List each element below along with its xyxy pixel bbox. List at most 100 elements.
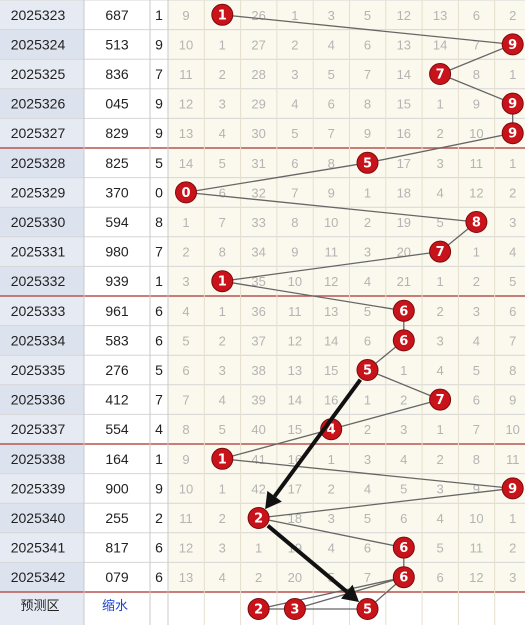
trend-segment — [222, 250, 441, 282]
miss-value: 12 — [179, 541, 193, 556]
miss-value: 14 — [397, 67, 411, 82]
miss-value: 1 — [509, 156, 516, 171]
miss-value: 1 — [219, 37, 226, 52]
hit-ball-label: 4 — [327, 423, 336, 438]
miss-value: 4 — [364, 481, 371, 496]
miss-value: 26 — [251, 8, 265, 23]
arrow-to-prediction-head — [341, 584, 360, 602]
hit-ball-label: 5 — [363, 364, 372, 379]
predicted-ball-label: 5 — [363, 603, 372, 618]
miss-value: 31 — [251, 156, 265, 171]
miss-value: 4 — [182, 304, 189, 319]
predicted-link — [258, 576, 404, 610]
issue-number: 2025333 — [11, 303, 66, 319]
tail-digit: 1 — [155, 7, 163, 23]
miss-value: 4 — [436, 185, 443, 200]
miss-value: 12 — [288, 333, 302, 348]
draw-number: 825 — [105, 155, 129, 171]
trend-segment — [367, 369, 441, 401]
tail-cell-bg — [150, 0, 168, 30]
miss-value: 1 — [400, 363, 407, 378]
miss-value: 5 — [291, 126, 298, 141]
miss-value: 2 — [509, 8, 516, 23]
miss-value: 2 — [473, 274, 480, 289]
tail-digit: 9 — [155, 480, 163, 496]
miss-value: 6 — [436, 570, 443, 585]
draw-number: 836 — [105, 66, 129, 82]
miss-value: 7 — [219, 215, 226, 230]
issue-cell-bg — [0, 59, 84, 89]
miss-value: 29 — [251, 97, 265, 112]
tail-cell-bg — [150, 325, 168, 356]
tail-cell-bg — [150, 29, 168, 60]
miss-value: 8 — [473, 67, 480, 82]
miss-value: 1 — [509, 67, 516, 82]
hit-ball — [501, 477, 524, 500]
hit-ball-label: 9 — [508, 127, 517, 142]
miss-value: 13 — [324, 304, 338, 319]
miss-value: 2 — [400, 393, 407, 408]
miss-value: 2 — [182, 245, 189, 260]
miss-value: 2 — [255, 570, 262, 585]
miss-value: 10 — [179, 481, 193, 496]
miss-value: 5 — [182, 333, 189, 348]
tail-cell-bg — [150, 503, 168, 533]
draw-number: 594 — [105, 214, 129, 230]
trend-segment — [439, 43, 513, 75]
predicted-balls: 2 3 5 — [247, 598, 379, 620]
issue-column: 2025323 2025324 2025325 2025326 2025327 20253… — [11, 7, 66, 585]
issue-cell-bg — [0, 29, 84, 60]
miss-value: 6 — [291, 156, 298, 171]
issue-cell-bg — [0, 266, 84, 296]
miss-value: 12 — [324, 274, 338, 289]
miss-value: 13 — [433, 8, 447, 23]
miss-value: 12 — [179, 97, 193, 112]
miss-value: 6 — [473, 8, 480, 23]
miss-value: 4 — [219, 126, 226, 141]
miss-value: 12 — [397, 8, 411, 23]
miss-value: 5 — [364, 304, 371, 319]
miss-value: 7 — [328, 126, 335, 141]
miss-value: 8 — [219, 245, 226, 260]
miss-value: 1 — [436, 274, 443, 289]
miss-value: 5 — [473, 363, 480, 378]
issue-number: 2025334 — [11, 332, 66, 348]
miss-value: 13 — [179, 126, 193, 141]
miss-value: 41 — [251, 452, 265, 467]
miss-value: 10 — [288, 274, 302, 289]
miss-value: 6 — [364, 333, 371, 348]
shrink-link[interactable]: 缩水 — [102, 598, 128, 614]
hit-ball — [392, 566, 415, 589]
miss-value: 39 — [251, 393, 265, 408]
miss-value: 2 — [509, 541, 516, 556]
trend-segment — [222, 428, 332, 460]
hit-ball-label: 6 — [399, 304, 408, 319]
miss-value: 6 — [400, 511, 407, 526]
draw-number: 079 — [105, 569, 129, 585]
miss-value: 6 — [364, 541, 371, 556]
issue-number: 2025335 — [11, 362, 66, 378]
miss-value: 14 — [433, 37, 447, 52]
miss-value: 8 — [291, 215, 298, 230]
miss-value: 8 — [182, 422, 189, 437]
hit-ball-label: 1 — [218, 8, 227, 23]
miss-value: 7 — [364, 67, 371, 82]
miss-value: 1 — [509, 511, 516, 526]
miss-value: 5 — [436, 215, 443, 230]
issue-cell-bg — [0, 207, 84, 237]
miss-value: 1 — [364, 185, 371, 200]
trend-segment — [258, 487, 513, 519]
miss-value: 9 — [473, 97, 480, 112]
hit-ball — [501, 33, 524, 56]
miss-value: 35 — [251, 274, 265, 289]
miss-value: 7 — [182, 393, 189, 408]
miss-value: 16 — [397, 126, 411, 141]
tail-digit: 8 — [155, 214, 163, 230]
tail-column: 1 9 7 9 9 5 0 8 7 1 6 6 5 7 4 1 9 2 6 6 — [155, 7, 163, 585]
hit-ball-label: 6 — [399, 334, 408, 349]
miss-value: 7 — [473, 37, 480, 52]
tail-cell-bg — [150, 266, 168, 296]
tail-digit: 1 — [155, 273, 163, 289]
